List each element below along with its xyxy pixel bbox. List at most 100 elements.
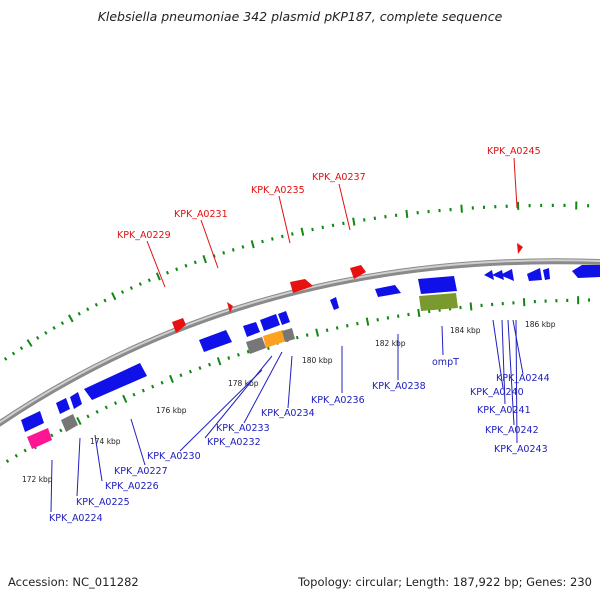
tick-mark: [386, 316, 390, 320]
gene-kpk-a0238[interactable]: [375, 285, 401, 297]
gene-kpk-a0235[interactable]: [290, 279, 313, 293]
upper-leaders: [146, 157, 518, 288]
tick-mark: [11, 351, 16, 356]
tick-mark: [5, 459, 10, 463]
tick-mark: [165, 270, 170, 275]
gene-kpk-a0231[interactable]: [227, 302, 233, 313]
gene-kpk-a0229[interactable]: [172, 318, 186, 333]
tick-mark: [325, 328, 329, 333]
tick-mark: [147, 278, 151, 283]
tick-mark: [208, 362, 211, 367]
tick-mark: [231, 248, 235, 252]
label-kpk-a0241: KPK_A0241: [477, 405, 531, 416]
tick-mark: [76, 416, 82, 426]
tick-mark: [35, 335, 40, 340]
map-title: Klebsiella pneumoniae 342 plasmid pKP187…: [97, 9, 503, 24]
tick-mark: [280, 234, 284, 239]
tick-mark: [184, 263, 188, 268]
gene-kpk-a0237[interactable]: [350, 265, 366, 279]
label-kpk-a0229: KPK_A0229: [117, 230, 171, 241]
label-kpk-a0235: KPK_A0235: [251, 185, 305, 196]
kbp-label-178: 178 kbp: [228, 379, 259, 388]
gene-kpk-a0241[interactable]: [492, 270, 504, 280]
label-kpk-a0245: KPK_A0245: [487, 146, 541, 157]
gene-kpk-a0236[interactable]: [330, 297, 339, 310]
forward-genes: [172, 243, 523, 333]
tick-mark: [132, 392, 136, 397]
tick-mark: [417, 308, 421, 318]
tick-mark: [222, 251, 226, 255]
tick-mark: [86, 414, 90, 419]
tick-mark: [113, 401, 118, 405]
tick-mark: [271, 237, 274, 241]
label-kpk-a0240: KPK_A0240: [470, 387, 524, 398]
gene-kpk-a0233[interactable]: [260, 314, 280, 331]
tick-mark: [60, 321, 65, 325]
tick-mark: [86, 307, 90, 312]
orange-feature[interactable]: [263, 330, 286, 348]
tick-mark: [122, 394, 128, 403]
tick-mark: [103, 298, 107, 303]
tick-mark: [120, 290, 125, 294]
plasmid-backbone-highlight: [0, 259, 600, 424]
gene-kpk-a0239[interactable]: [418, 276, 457, 294]
gene-kpk-a0246[interactable]: [572, 265, 600, 278]
label-kpk-a0226: KPK_A0226: [105, 481, 159, 492]
tick-mark: [363, 218, 366, 222]
kbp-label-186: 186 kbp: [525, 320, 556, 329]
label-kpk-a0233: KPK_A0233: [216, 423, 270, 434]
gene-kpk-a0225[interactable]: [56, 398, 70, 414]
gene-kpk-a0243[interactable]: [527, 268, 542, 281]
gene-kpk-a0240[interactable]: [484, 270, 494, 280]
tick-mark: [261, 239, 264, 244]
gene-kpk-a0245[interactable]: [517, 243, 523, 254]
tick-mark: [95, 409, 99, 414]
gray-feature-2[interactable]: [246, 337, 266, 354]
tick-mark: [67, 314, 74, 323]
kbp-label-182: 182 kbp: [375, 339, 406, 348]
tick-mark: [193, 260, 197, 265]
tick-mark: [94, 302, 98, 307]
gene-kpk-a0226[interactable]: [70, 392, 82, 409]
label-kpk-a0224: KPK_A0224: [49, 513, 103, 524]
gene-kpk-a0244[interactable]: [543, 268, 550, 280]
kbp-label-184: 184 kbp: [450, 326, 481, 335]
kbp-label-176: 176 kbp: [156, 406, 187, 415]
label-kpk-a0243: KPK_A0243: [494, 444, 548, 455]
tick-mark: [300, 227, 305, 236]
gene-kpk-a0242[interactable]: [500, 269, 514, 281]
tick-mark: [26, 339, 33, 347]
outer-tick-ring: [3, 201, 590, 361]
gene-kpk-a0230[interactable]: [199, 330, 232, 352]
gray-feature-1[interactable]: [61, 414, 78, 432]
tick-mark: [405, 209, 409, 219]
gene-kpk-a0224[interactable]: [21, 411, 44, 432]
tick-mark: [321, 225, 325, 230]
tick-mark: [250, 240, 255, 249]
tick-mark: [188, 369, 192, 374]
tick-mark: [160, 380, 164, 385]
tick-mark: [216, 357, 222, 366]
label-kpk-a0242: KPK_A0242: [485, 425, 539, 436]
gene-kpk-a0234[interactable]: [278, 311, 290, 325]
tick-mark: [169, 374, 174, 384]
label-ompT: ompT: [432, 357, 459, 368]
label-kpk-a0237: KPK_A0237: [312, 172, 366, 183]
tick-mark: [290, 232, 294, 236]
tick-mark: [19, 346, 24, 351]
pseudo-gene-feature[interactable]: [27, 428, 52, 449]
reverse-genes: [21, 265, 600, 432]
tick-mark: [179, 373, 183, 378]
gene-kpk-a0232[interactable]: [243, 322, 260, 337]
green-feature-ompT[interactable]: [419, 293, 458, 311]
label-kpk-a0230: KPK_A0230: [147, 451, 201, 462]
tick-mark: [331, 223, 335, 228]
tick-mark: [23, 448, 27, 453]
tick-mark: [59, 428, 63, 433]
label-kpk-a0225: KPK_A0225: [76, 497, 130, 508]
tick-mark: [356, 321, 359, 326]
tick-mark: [342, 221, 345, 226]
gray-feature-3[interactable]: [282, 328, 295, 342]
gene-kpk-a0227[interactable]: [84, 363, 147, 400]
